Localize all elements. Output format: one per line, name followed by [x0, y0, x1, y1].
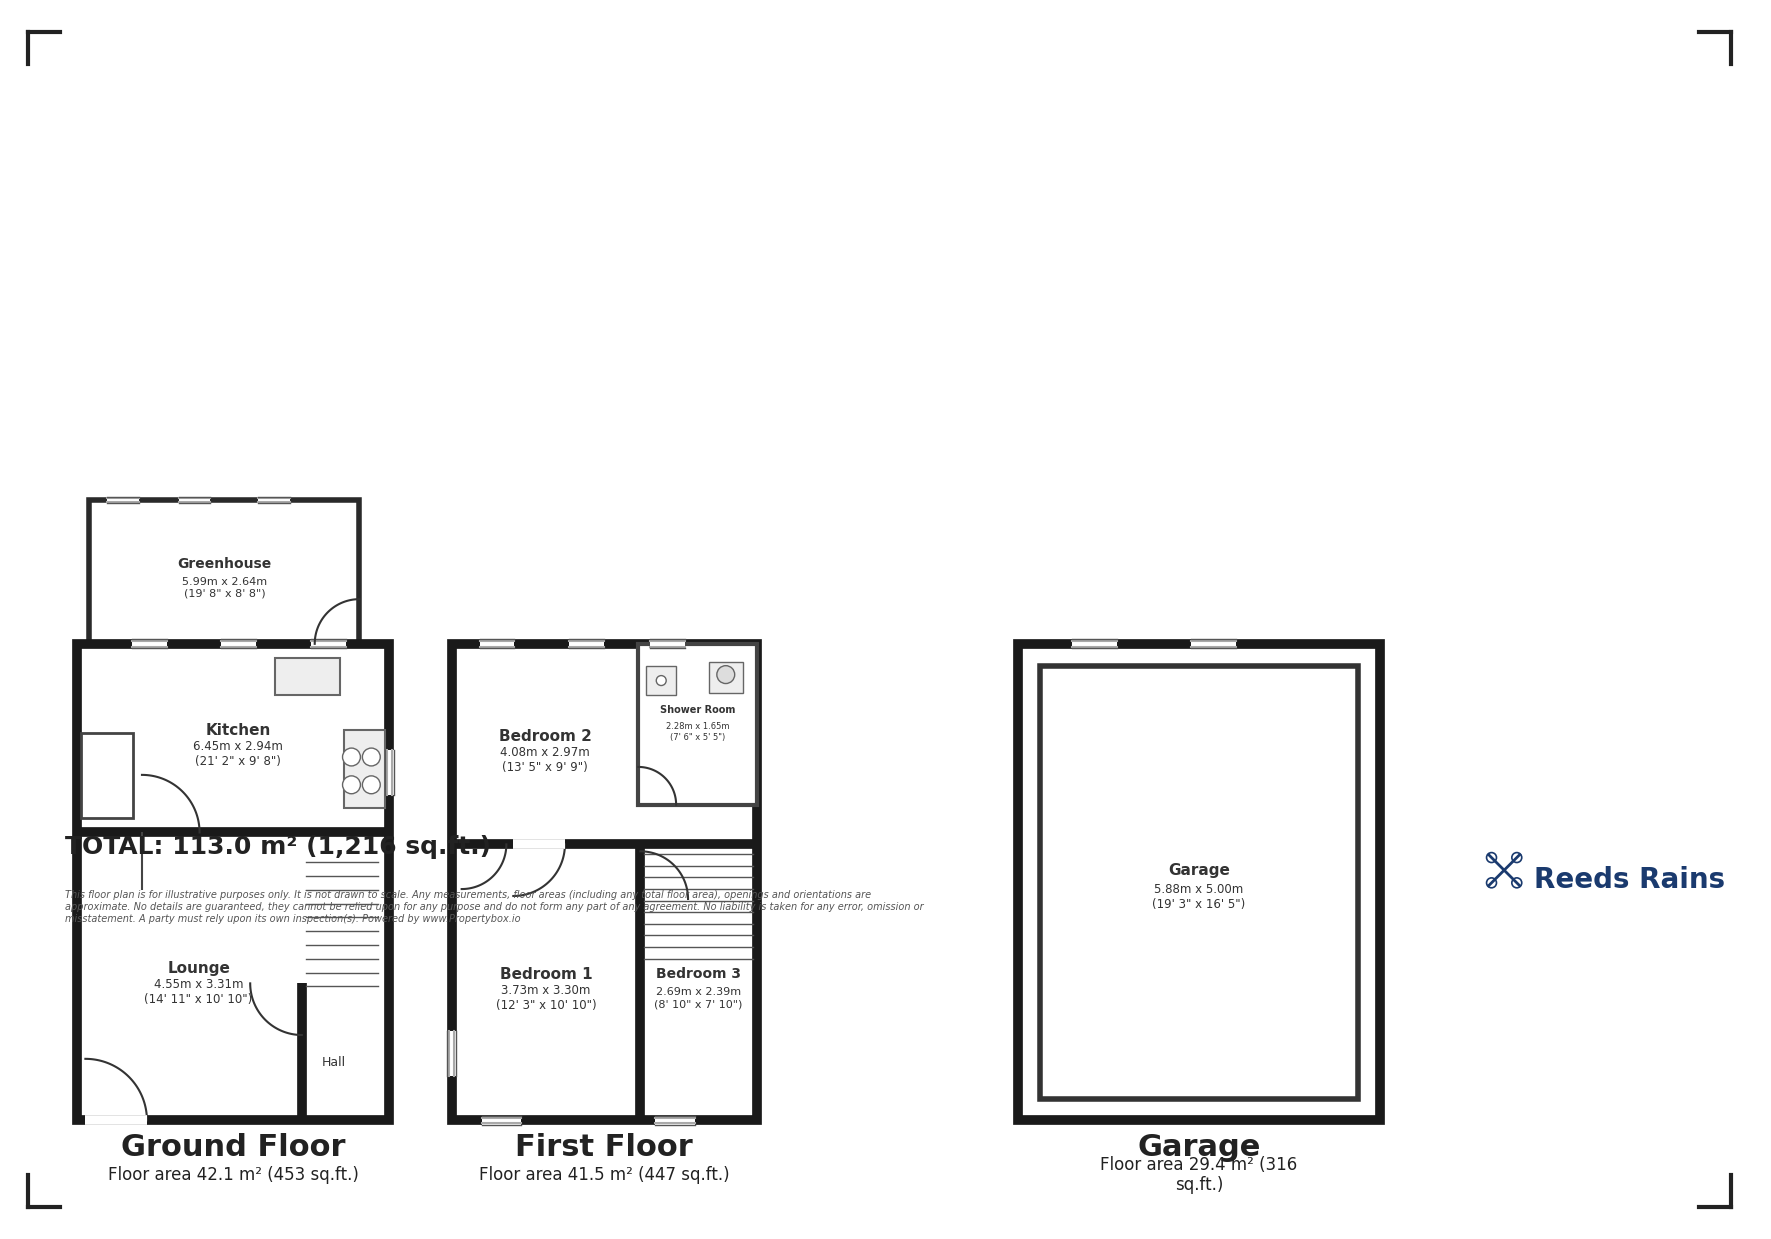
- Text: Floor area 42.1 m² (453 sq.ft.): Floor area 42.1 m² (453 sq.ft.): [108, 1166, 360, 1184]
- Bar: [568, 639, 604, 648]
- Bar: [452, 644, 756, 1120]
- Bar: [650, 639, 685, 648]
- Text: Bedroom 1: Bedroom 1: [499, 966, 592, 983]
- Text: First Floor: First Floor: [515, 1132, 692, 1162]
- Text: Lounge: Lounge: [166, 961, 230, 976]
- Bar: [1018, 644, 1380, 1120]
- Circle shape: [342, 776, 361, 794]
- Text: Shower Room: Shower Room: [661, 705, 735, 715]
- Bar: [1192, 639, 1236, 648]
- Bar: [448, 1031, 457, 1075]
- Bar: [310, 639, 345, 648]
- Bar: [78, 644, 390, 1120]
- Circle shape: [717, 665, 735, 684]
- Bar: [384, 750, 393, 794]
- Bar: [179, 497, 211, 503]
- Text: Bedroom 3: Bedroom 3: [655, 968, 740, 981]
- Bar: [344, 730, 386, 808]
- Text: Ground Floor: Ground Floor: [120, 1132, 345, 1162]
- Bar: [655, 1116, 694, 1125]
- Text: Hall: Hall: [322, 1057, 345, 1069]
- Text: Reeds Rains: Reeds Rains: [1534, 866, 1725, 895]
- Bar: [1040, 665, 1358, 1099]
- Bar: [221, 639, 257, 648]
- Text: Floor area 41.5 m² (447 sq.ft.): Floor area 41.5 m² (447 sq.ft.): [478, 1166, 730, 1184]
- Bar: [275, 658, 340, 695]
- Bar: [259, 497, 290, 503]
- Text: 2.28m x 1.65m
(7' 6" x 5' 5"): 2.28m x 1.65m (7' 6" x 5' 5"): [666, 722, 730, 742]
- Text: 4.55m x 3.31m
(14' 11" x 10' 10"): 4.55m x 3.31m (14' 11" x 10' 10"): [145, 979, 253, 1006]
- Circle shape: [657, 675, 666, 685]
- Text: Greenhouse: Greenhouse: [177, 556, 271, 571]
- Text: Kitchen: Kitchen: [205, 722, 271, 737]
- Bar: [638, 644, 756, 804]
- Text: Garage: Garage: [1137, 1132, 1261, 1162]
- Text: This floor plan is for illustrative purposes only. It is not drawn to scale. Any: This floor plan is for illustrative purp…: [64, 891, 923, 923]
- Text: 2.69m x 2.39m
(8' 10" x 7' 10"): 2.69m x 2.39m (8' 10" x 7' 10"): [653, 987, 742, 1009]
- Text: 4.08m x 2.97m
(13' 5" x 9' 9"): 4.08m x 2.97m (13' 5" x 9' 9"): [499, 746, 590, 774]
- Text: 5.88m x 5.00m
(19' 3" x 16' 5"): 5.88m x 5.00m (19' 3" x 16' 5"): [1153, 883, 1245, 911]
- Text: 3.73m x 3.30m
(12' 3" x 10' 10"): 3.73m x 3.30m (12' 3" x 10' 10"): [496, 984, 597, 1012]
- Text: 5.99m x 2.64m
(19' 8" x 8' 8"): 5.99m x 2.64m (19' 8" x 8' 8"): [182, 577, 267, 598]
- Bar: [89, 499, 360, 644]
- Bar: [480, 639, 514, 648]
- Text: 6.45m x 2.94m
(21' 2" x 9' 8"): 6.45m x 2.94m (21' 2" x 9' 8"): [193, 740, 283, 768]
- Bar: [482, 1116, 521, 1125]
- Circle shape: [363, 748, 381, 766]
- Text: Bedroom 2: Bedroom 2: [499, 729, 592, 743]
- Bar: [81, 733, 133, 818]
- Circle shape: [363, 776, 381, 794]
- Bar: [1071, 639, 1118, 648]
- Circle shape: [342, 748, 361, 766]
- Bar: [708, 662, 742, 694]
- Text: Floor area 29.4 m² (316
sq.ft.): Floor area 29.4 m² (316 sq.ft.): [1100, 1156, 1298, 1194]
- Text: Garage: Garage: [1167, 862, 1229, 877]
- Bar: [133, 639, 166, 648]
- Bar: [646, 665, 677, 695]
- Bar: [108, 497, 138, 503]
- Text: TOTAL: 113.0 m² (1,216 sq.ft.): TOTAL: 113.0 m² (1,216 sq.ft.): [64, 835, 491, 860]
